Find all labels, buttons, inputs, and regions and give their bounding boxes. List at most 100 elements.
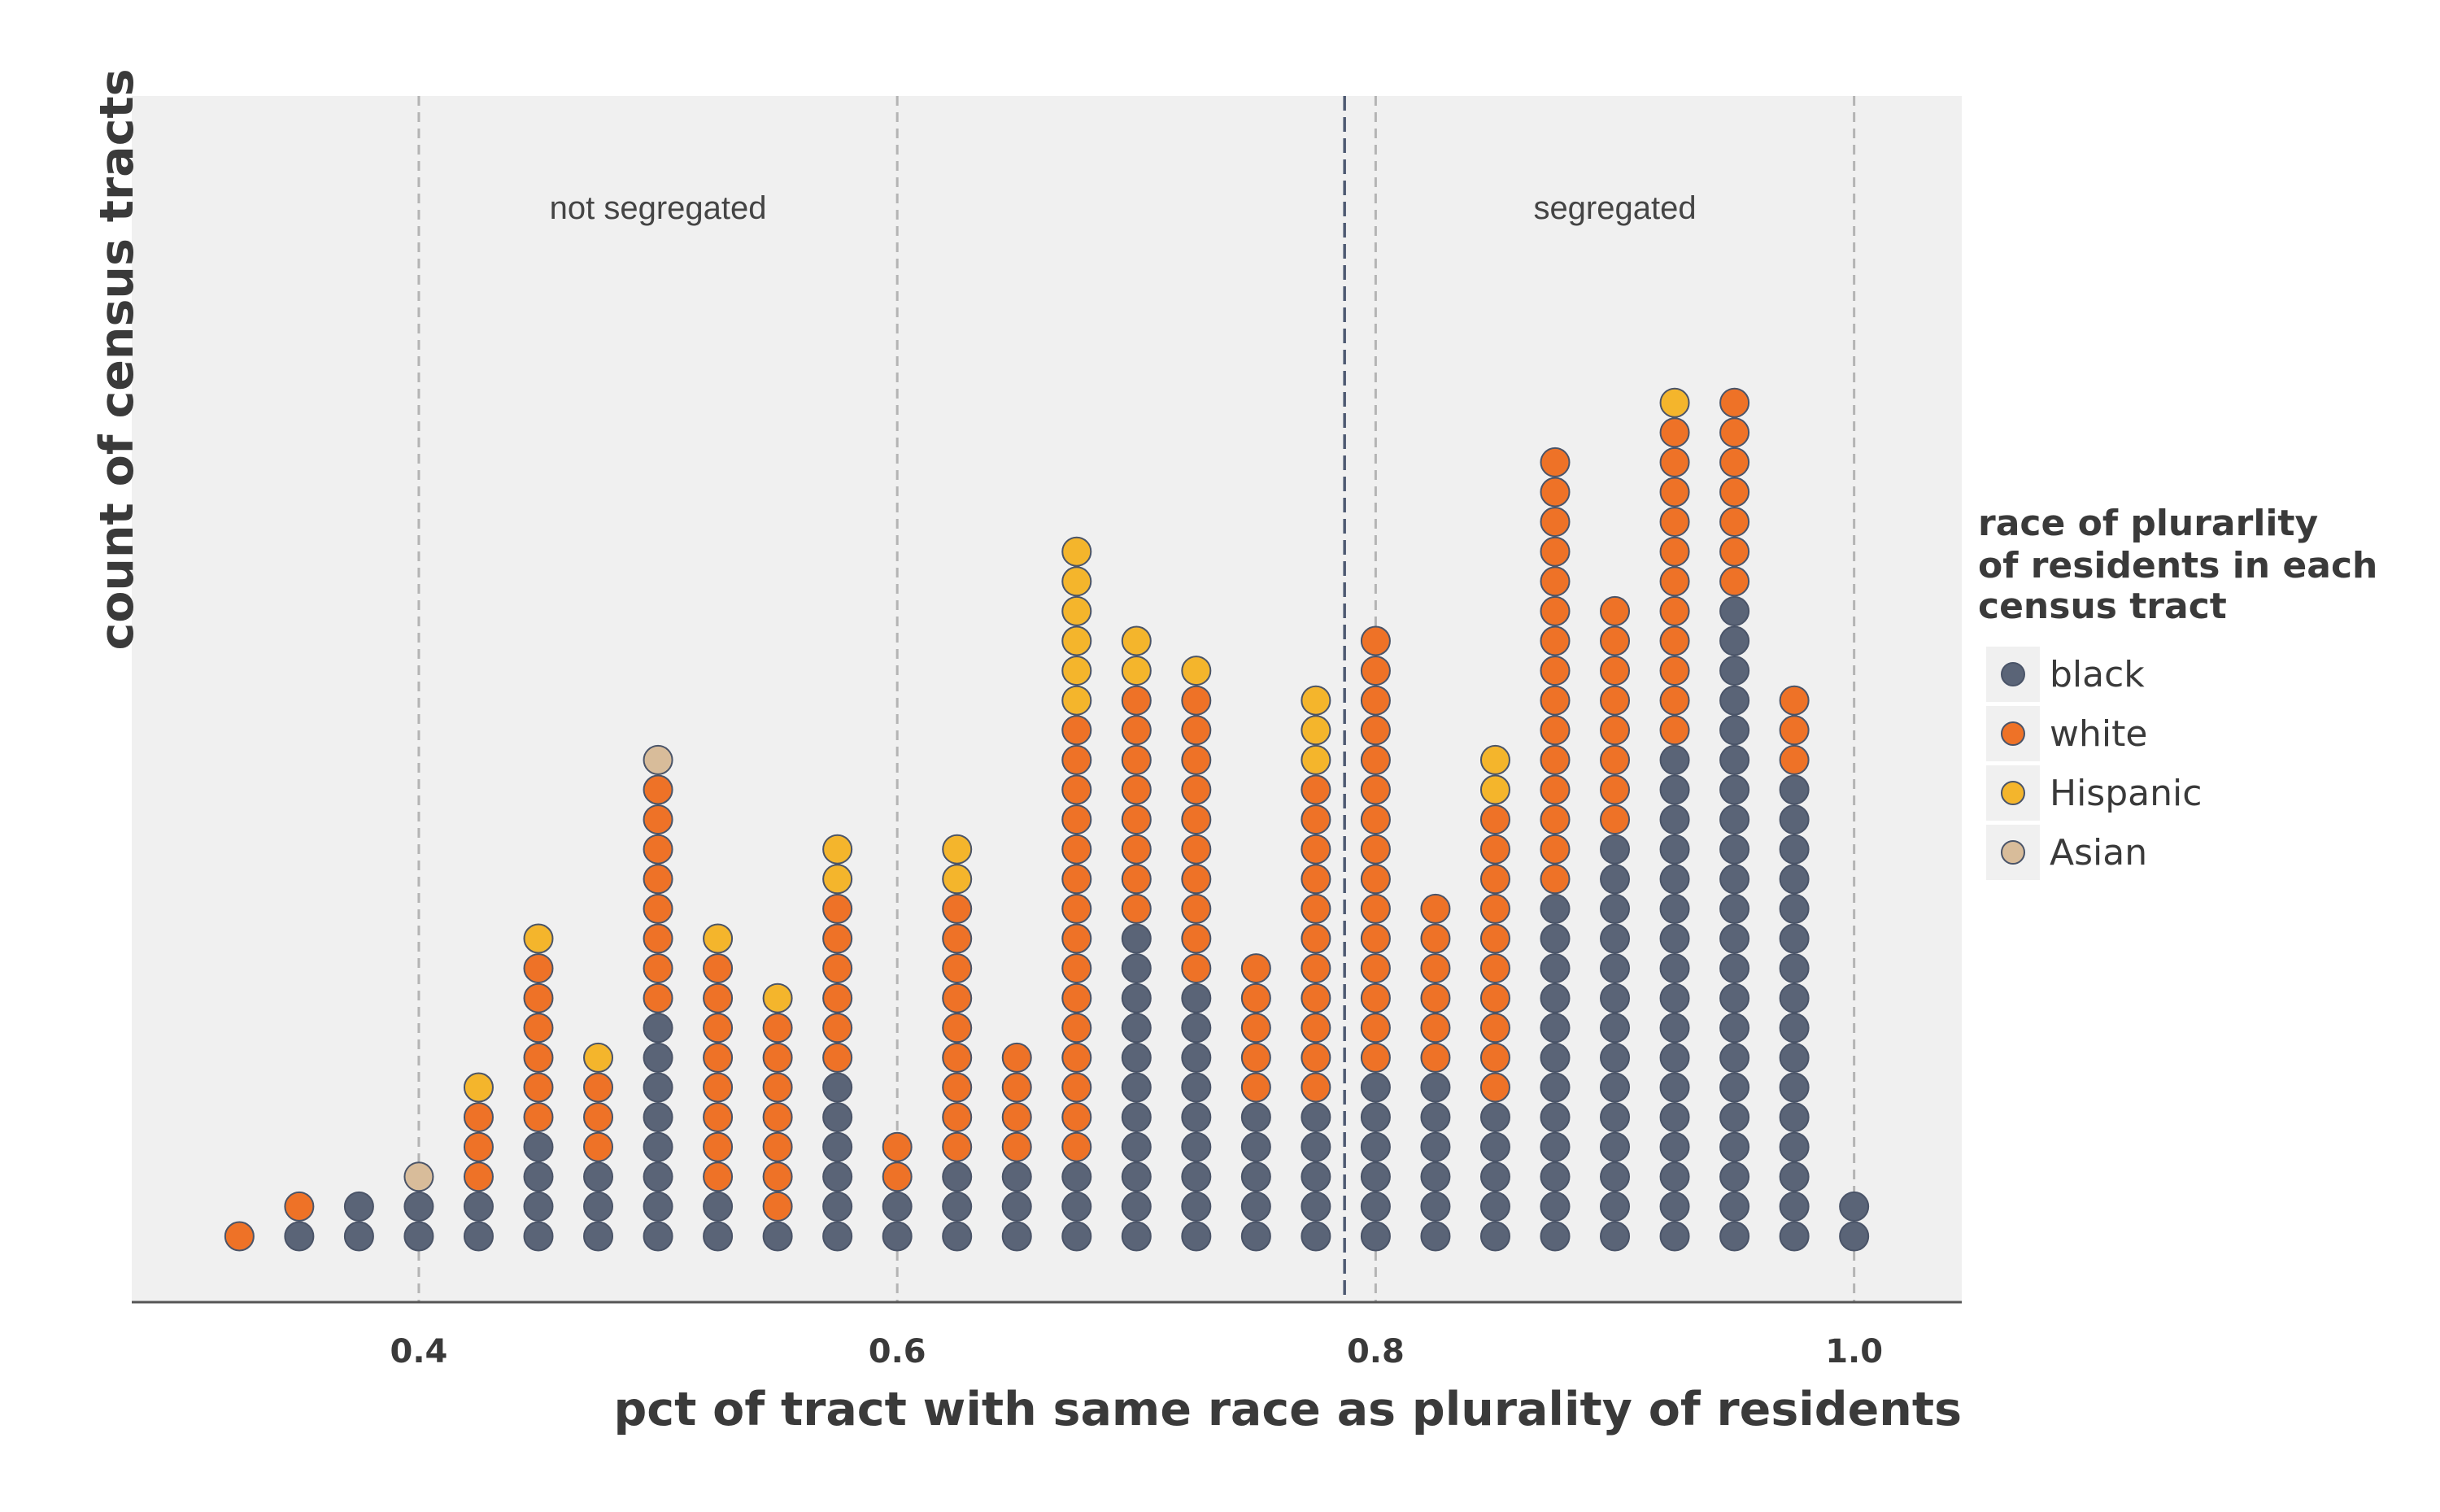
dot-white [1360, 656, 1391, 686]
legend-item-white: white [1986, 706, 2147, 761]
dot-black [1061, 1191, 1092, 1222]
annotation-not-segregated: not segregated [550, 190, 767, 226]
dot-black [1540, 1161, 1571, 1192]
dot-white [703, 1102, 734, 1133]
dot-black [1540, 1072, 1571, 1103]
dot-white [1240, 1013, 1271, 1044]
dot-white [822, 953, 853, 984]
dot-black [643, 1042, 673, 1073]
dot-white [1719, 447, 1750, 477]
dot-black [1301, 1191, 1331, 1222]
dot-black [1779, 983, 1810, 1013]
dot-white [1540, 566, 1571, 597]
dot-black [942, 1191, 973, 1222]
dot-white [1121, 864, 1152, 895]
dot-black [1061, 1221, 1092, 1252]
dot-black [1779, 1013, 1810, 1044]
dot-black [1360, 1131, 1391, 1162]
dot-black [1719, 1102, 1750, 1133]
dot-white [1360, 744, 1391, 775]
dot-black [1600, 953, 1631, 984]
dot-black [822, 1161, 853, 1192]
y-axis-title: count of census tracts [90, 68, 144, 650]
legend-label: Asian [2050, 832, 2147, 874]
dot-black [1659, 804, 1690, 835]
dot-black [1540, 1042, 1571, 1073]
dot-black [1360, 1072, 1391, 1103]
dot-black [882, 1191, 913, 1222]
dot-black [1659, 953, 1690, 984]
dot-black [1779, 804, 1810, 835]
dot-white [942, 1042, 973, 1073]
dot-white [882, 1131, 913, 1162]
dot-black [523, 1131, 554, 1162]
dot-black [343, 1191, 374, 1222]
dot-black [1659, 983, 1690, 1013]
dot-black [643, 1072, 673, 1103]
dot-black [1659, 1161, 1690, 1192]
dot-white [1479, 804, 1510, 835]
dot-black [1181, 1042, 1212, 1073]
dot-black [1719, 923, 1750, 954]
dot-black [703, 1191, 734, 1222]
dot-black [1719, 715, 1750, 746]
dot-black [1779, 1131, 1810, 1162]
dot-white [1240, 983, 1271, 1013]
dot-black [1240, 1221, 1271, 1252]
dot-black [1121, 1072, 1152, 1103]
dot-black [1420, 1191, 1451, 1222]
dots-layer [224, 387, 1870, 1252]
dot-black [1659, 1102, 1690, 1133]
dot-white [643, 953, 673, 984]
dot-white [703, 1131, 734, 1162]
dot-white [942, 893, 973, 924]
dot-black [1121, 1013, 1152, 1044]
dot-black [1659, 1013, 1690, 1044]
dot-hispanic [822, 834, 853, 865]
dot-white [1181, 715, 1212, 746]
dot-black [1719, 804, 1750, 835]
legend-entries: black white Hispanic Asian [1986, 647, 2202, 880]
dot-black [1121, 1221, 1152, 1252]
x-tick-label: 0.8 [1347, 1333, 1405, 1370]
dot-black [822, 1221, 853, 1252]
dot-white [1181, 864, 1212, 895]
dot-black [1719, 774, 1750, 805]
dot-white [1301, 804, 1331, 835]
dot-black [1600, 1013, 1631, 1044]
dot-black [1540, 1013, 1571, 1044]
dot-black [1600, 1221, 1631, 1252]
dot-white [1479, 864, 1510, 895]
dot-black [1719, 864, 1750, 895]
dot-white [762, 1042, 793, 1073]
dot-black [643, 1191, 673, 1222]
dot-white [1659, 417, 1690, 448]
dot-white [1420, 1042, 1451, 1073]
dot-white [1061, 1102, 1092, 1133]
dot-white [1420, 1013, 1451, 1044]
dot-black [1779, 1191, 1810, 1222]
dot-white [1061, 1042, 1092, 1073]
dot-white [583, 1072, 614, 1103]
dot-white [1301, 953, 1331, 984]
dot-black [1839, 1191, 1870, 1222]
dot-black [1659, 864, 1690, 895]
dot-white [1600, 685, 1631, 716]
dot-hispanic [762, 983, 793, 1013]
dot-hispanic [1121, 656, 1152, 686]
x-tick-label: 1.0 [1825, 1333, 1883, 1370]
dot-white [1420, 953, 1451, 984]
legend-swatch-hispanic [2001, 781, 2025, 805]
dot-black [1719, 744, 1750, 775]
dot-white [1121, 685, 1152, 716]
dot-white [1540, 536, 1571, 567]
dot-black [1540, 1191, 1571, 1222]
dot-black [583, 1191, 614, 1222]
dot-white [1001, 1072, 1032, 1103]
dot-white [822, 983, 853, 1013]
dot-white [703, 1161, 734, 1192]
dot-black [1779, 1221, 1810, 1252]
x-axis-title: pct of tract with same race as plurality… [613, 1383, 1962, 1436]
legend-label: white [2050, 713, 2147, 755]
